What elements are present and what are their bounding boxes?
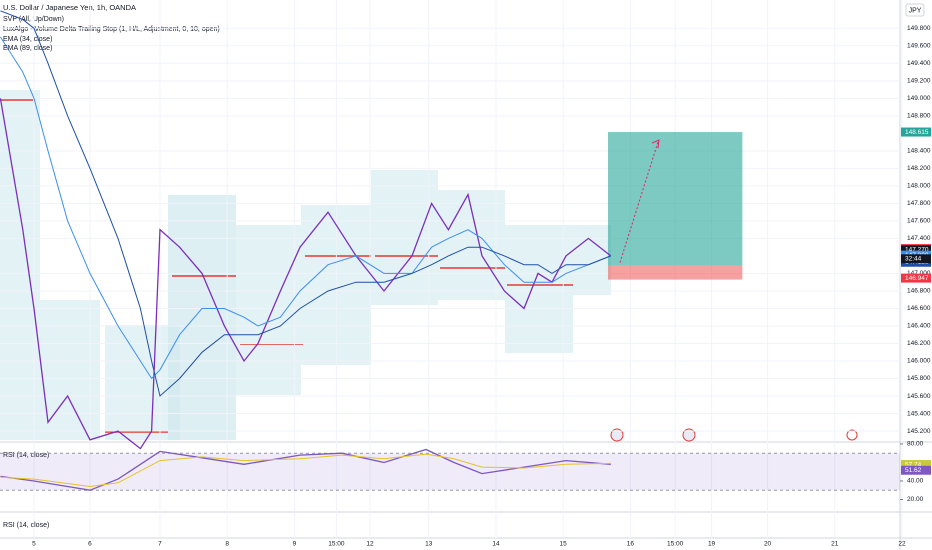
- y-tick-label: 145.400: [907, 410, 931, 417]
- x-tick-label: 15:00: [667, 541, 684, 548]
- event-flag[interactable]: [610, 428, 624, 442]
- stop-zone: [607, 265, 743, 280]
- event-flag[interactable]: [846, 429, 858, 441]
- profile-box: [168, 195, 236, 440]
- price-label: 146.947: [905, 275, 929, 282]
- series-line: [0, 10, 611, 397]
- indicator-label: SVP (All, Up/Down): [3, 16, 64, 23]
- series-line: [0, 36, 611, 380]
- series-line: [0, 448, 611, 491]
- y-tick-label: 148.000: [907, 183, 931, 190]
- x-tick-label: 14: [492, 541, 500, 548]
- y-tick-label: 147.800: [907, 200, 931, 207]
- price-label: 57.74: [905, 461, 922, 468]
- arrow-head: [651, 139, 660, 149]
- symbol-title: U.S. Dollar / Japanese Yen, 1h, OANDA: [3, 3, 136, 12]
- rsi-title: RSI (14, close): [3, 452, 49, 459]
- y-tick-label: 80.00: [907, 441, 924, 448]
- currency-button[interactable]: [905, 3, 925, 17]
- indicator-label: LuxAlgo - Volume Delta Trailing Stop (1,…: [3, 26, 220, 33]
- x-tick-label: 15: [560, 541, 568, 548]
- profile-box: [105, 325, 180, 440]
- target-zone: [607, 132, 743, 266]
- y-tick-label: 147.400: [907, 235, 931, 242]
- y-tick-label: 20.00: [907, 496, 924, 503]
- x-tick-label: 19: [708, 541, 716, 548]
- y-tick-label: 146.800: [907, 288, 931, 295]
- x-tick-label: 7: [158, 541, 162, 548]
- x-tick-label: 21: [831, 541, 839, 548]
- y-tick-label: 145.200: [907, 428, 931, 435]
- series-line: [0, 98, 612, 450]
- x-tick-label: 9: [293, 541, 297, 548]
- y-tick-label: 146.000: [907, 358, 931, 365]
- rsi-title: RSI (14, close): [3, 522, 49, 529]
- price-label: 148.615: [905, 129, 929, 136]
- profile-box: [371, 170, 438, 305]
- x-tick-label: 6: [88, 541, 92, 548]
- x-tick-label: 20: [764, 541, 772, 548]
- y-tick-label: 148.200: [907, 165, 931, 172]
- y-tick-label: 149.000: [907, 95, 931, 102]
- countdown-box: [901, 254, 931, 264]
- y-tick-label: 145.800: [907, 375, 931, 382]
- x-tick-label: 16: [627, 541, 635, 548]
- legend-entry: EMA (89, close): [3, 45, 52, 52]
- y-tick-label: 146.600: [907, 305, 931, 312]
- legend-entry: EMA (34, close): [3, 36, 52, 43]
- profile-box: [40, 300, 100, 440]
- profile-box: [505, 225, 573, 353]
- profile-box: [438, 190, 505, 300]
- y-tick-label: 148.400: [907, 148, 931, 155]
- price-label-box: [901, 127, 931, 137]
- countdown: 32:44: [905, 256, 922, 263]
- price-label-box: [901, 465, 931, 475]
- price-label-box: [901, 460, 931, 470]
- y-tick-label: 149.200: [907, 78, 931, 85]
- x-tick-label: 12: [366, 541, 374, 548]
- currency: JPY: [909, 7, 922, 14]
- y-tick-label: 148.800: [907, 113, 931, 120]
- profile-box: [573, 225, 611, 295]
- x-tick-label: 15:00: [328, 541, 345, 548]
- y-tick-label: 40.00: [907, 478, 924, 485]
- price-label-box: [901, 273, 931, 283]
- rsi-band: [0, 453, 900, 491]
- y-tick-label: 145.600: [907, 393, 931, 400]
- x-tick-label: 22: [898, 541, 906, 548]
- y-tick-label: 149.600: [907, 43, 931, 50]
- x-tick-label: 5: [32, 541, 36, 548]
- event-icons: [610, 428, 858, 442]
- y-tick-label: 146.400: [907, 323, 931, 330]
- y-tick-label: 146.200: [907, 340, 931, 347]
- y-tick-label: 147.600: [907, 218, 931, 225]
- y-tick-label: 149.400: [907, 60, 931, 67]
- price-label-box: [901, 245, 931, 255]
- projection-arrow: [619, 141, 659, 263]
- y-tick-label: 149.800: [907, 25, 931, 32]
- series-line: [0, 453, 611, 488]
- price-label: 147.270: [905, 247, 929, 254]
- profile-box: [0, 90, 40, 440]
- profile-box: [236, 225, 301, 395]
- price-label: 51.62: [905, 467, 922, 474]
- x-tick-label: 13: [425, 541, 433, 548]
- x-tick-label: 8: [225, 541, 229, 548]
- event-flag[interactable]: [682, 428, 696, 442]
- volume-profiles: [0, 90, 611, 440]
